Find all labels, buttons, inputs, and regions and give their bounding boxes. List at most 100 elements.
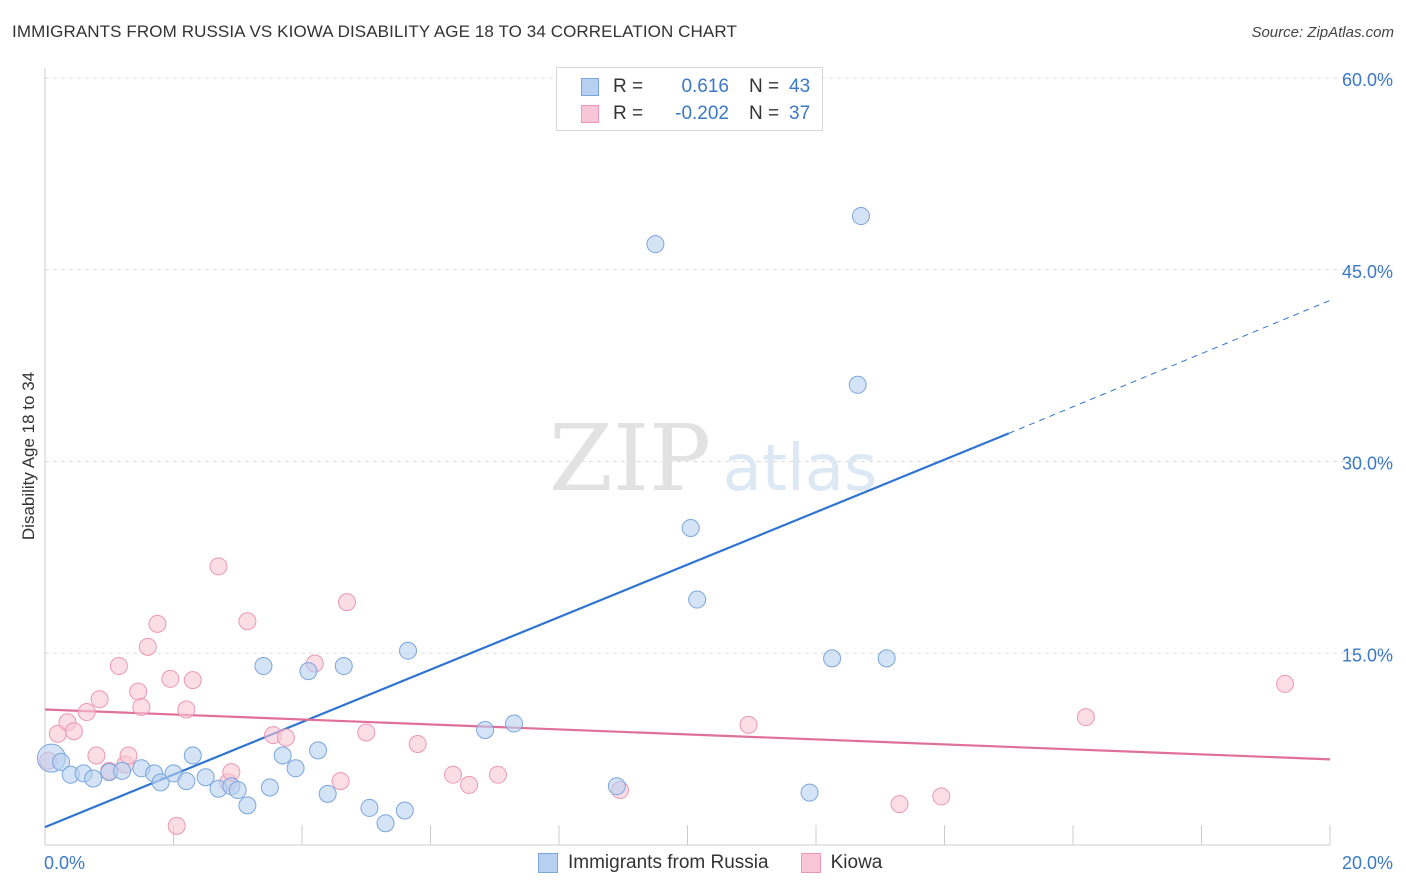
watermark-atlas: atlas <box>723 432 878 506</box>
russia-point <box>334 657 353 676</box>
russia-point <box>877 649 896 668</box>
russia-point <box>299 662 318 681</box>
russia-point <box>84 769 103 788</box>
y-tick-label: 60.0% <box>1342 70 1393 90</box>
watermark-zip: ZIP <box>549 405 711 512</box>
grid-lines <box>45 77 1395 654</box>
kiowa-point <box>238 612 257 631</box>
legend-item-kiowa[interactable]: Kiowa <box>800 852 883 874</box>
y-tick-label: 30.0% <box>1342 454 1393 474</box>
legend-swatch-blue <box>538 853 558 873</box>
russia-point <box>52 752 71 771</box>
legend-row-kiowa: R = -0.202 N = 37 <box>581 101 810 127</box>
russia-point <box>395 801 414 820</box>
trend-lines <box>44 299 1331 829</box>
axes <box>44 68 1331 846</box>
kiowa-point <box>132 697 151 716</box>
kiowa-point <box>331 772 350 791</box>
series-legend: Immigrants from Russia Kiowa <box>538 852 914 874</box>
legend-n-label: N = <box>749 76 780 97</box>
legend-r-label: R = <box>613 76 644 97</box>
legend-r-value: -0.202 <box>675 103 729 124</box>
kiowa-point <box>460 775 479 794</box>
kiowa-point <box>357 723 376 742</box>
russia-point <box>177 772 196 791</box>
kiowa-point <box>138 637 157 656</box>
russia-point <box>505 714 524 733</box>
russia-point <box>399 641 418 660</box>
russia-point <box>318 784 337 803</box>
russia-point <box>360 798 379 817</box>
russia-point <box>646 235 665 254</box>
russia-point <box>273 746 292 765</box>
russia-point <box>688 590 707 609</box>
kiowa-point <box>148 614 167 633</box>
legend-series-name: Kiowa <box>830 852 883 873</box>
russia-point <box>823 649 842 668</box>
kiowa-point <box>87 746 106 765</box>
legend-r-label: R = <box>613 103 644 124</box>
russia-point <box>851 207 870 226</box>
x-tick-label-max: 20.0% <box>1342 853 1393 873</box>
russia-point <box>286 759 305 778</box>
russia-point <box>228 781 247 800</box>
kiowa-point <box>209 557 228 576</box>
russia-point <box>309 741 328 760</box>
kiowa-point <box>129 682 148 701</box>
russia-point <box>260 778 279 797</box>
russia-point <box>113 761 132 780</box>
y-tick-label: 15.0% <box>1342 645 1393 665</box>
kiowa-point <box>119 746 138 765</box>
kiowa-point <box>1276 674 1295 693</box>
watermark: ZIP atlas <box>549 405 877 512</box>
russia-point <box>196 768 215 787</box>
kiowa-point <box>1076 708 1095 727</box>
legend-n-label: N = <box>749 103 780 124</box>
kiowa-point <box>64 722 83 741</box>
kiowa-point <box>90 690 109 709</box>
russia-point <box>607 777 626 796</box>
x-tick-label-min: 0.0% <box>44 853 85 873</box>
kiowa-point <box>739 715 758 734</box>
kiowa-point <box>932 787 951 806</box>
russia-point <box>800 783 819 802</box>
legend-swatch-pink <box>800 853 821 873</box>
russia-point <box>254 657 273 676</box>
russia-trend-extension <box>1008 299 1331 434</box>
tick-labels: 15.0% 30.0% 45.0% 60.0% 0.0% 20.0% <box>44 70 1393 873</box>
source-label: Source: ZipAtlas.com <box>1251 24 1394 41</box>
kiowa-point <box>177 700 196 719</box>
russia-point <box>376 814 395 833</box>
correlation-legend: R = 0.616 N = 43 R = -0.202 N = 37 <box>556 67 823 131</box>
legend-swatch-blue <box>581 78 599 96</box>
legend-item-russia[interactable]: Immigrants from Russia <box>538 852 769 874</box>
legend-n-value: 37 <box>789 103 811 124</box>
russia-point <box>238 796 257 815</box>
kiowa-point <box>167 816 186 835</box>
kiowa-point <box>276 728 295 747</box>
russia-point <box>151 773 170 792</box>
kiowa-point <box>183 671 202 690</box>
y-axis-label: Disability Age 18 to 34 <box>19 372 38 540</box>
russia-point <box>183 746 202 765</box>
kiowa-point <box>109 657 128 676</box>
russia-point <box>848 375 867 394</box>
kiowa-point <box>408 735 427 754</box>
russia-point <box>476 720 495 739</box>
legend-series-name: Immigrants from Russia <box>568 852 769 873</box>
kiowa-trend-line <box>44 708 1331 761</box>
legend-n-value: 43 <box>789 76 811 97</box>
chart-title: IMMIGRANTS FROM RUSSIA VS KIOWA DISABILI… <box>12 22 737 41</box>
kiowa-point <box>77 703 96 722</box>
legend-swatch-pink <box>581 105 599 123</box>
russia-points <box>36 88 896 833</box>
legend-r-value: 0.616 <box>681 76 729 97</box>
legend-row-russia: R = 0.616 N = 43 <box>581 74 810 100</box>
y-tick-label: 45.0% <box>1342 262 1393 282</box>
kiowa-point <box>443 765 462 784</box>
kiowa-point <box>161 669 180 688</box>
russia-point <box>681 518 700 537</box>
kiowa-point <box>337 593 356 612</box>
kiowa-point <box>890 795 909 814</box>
